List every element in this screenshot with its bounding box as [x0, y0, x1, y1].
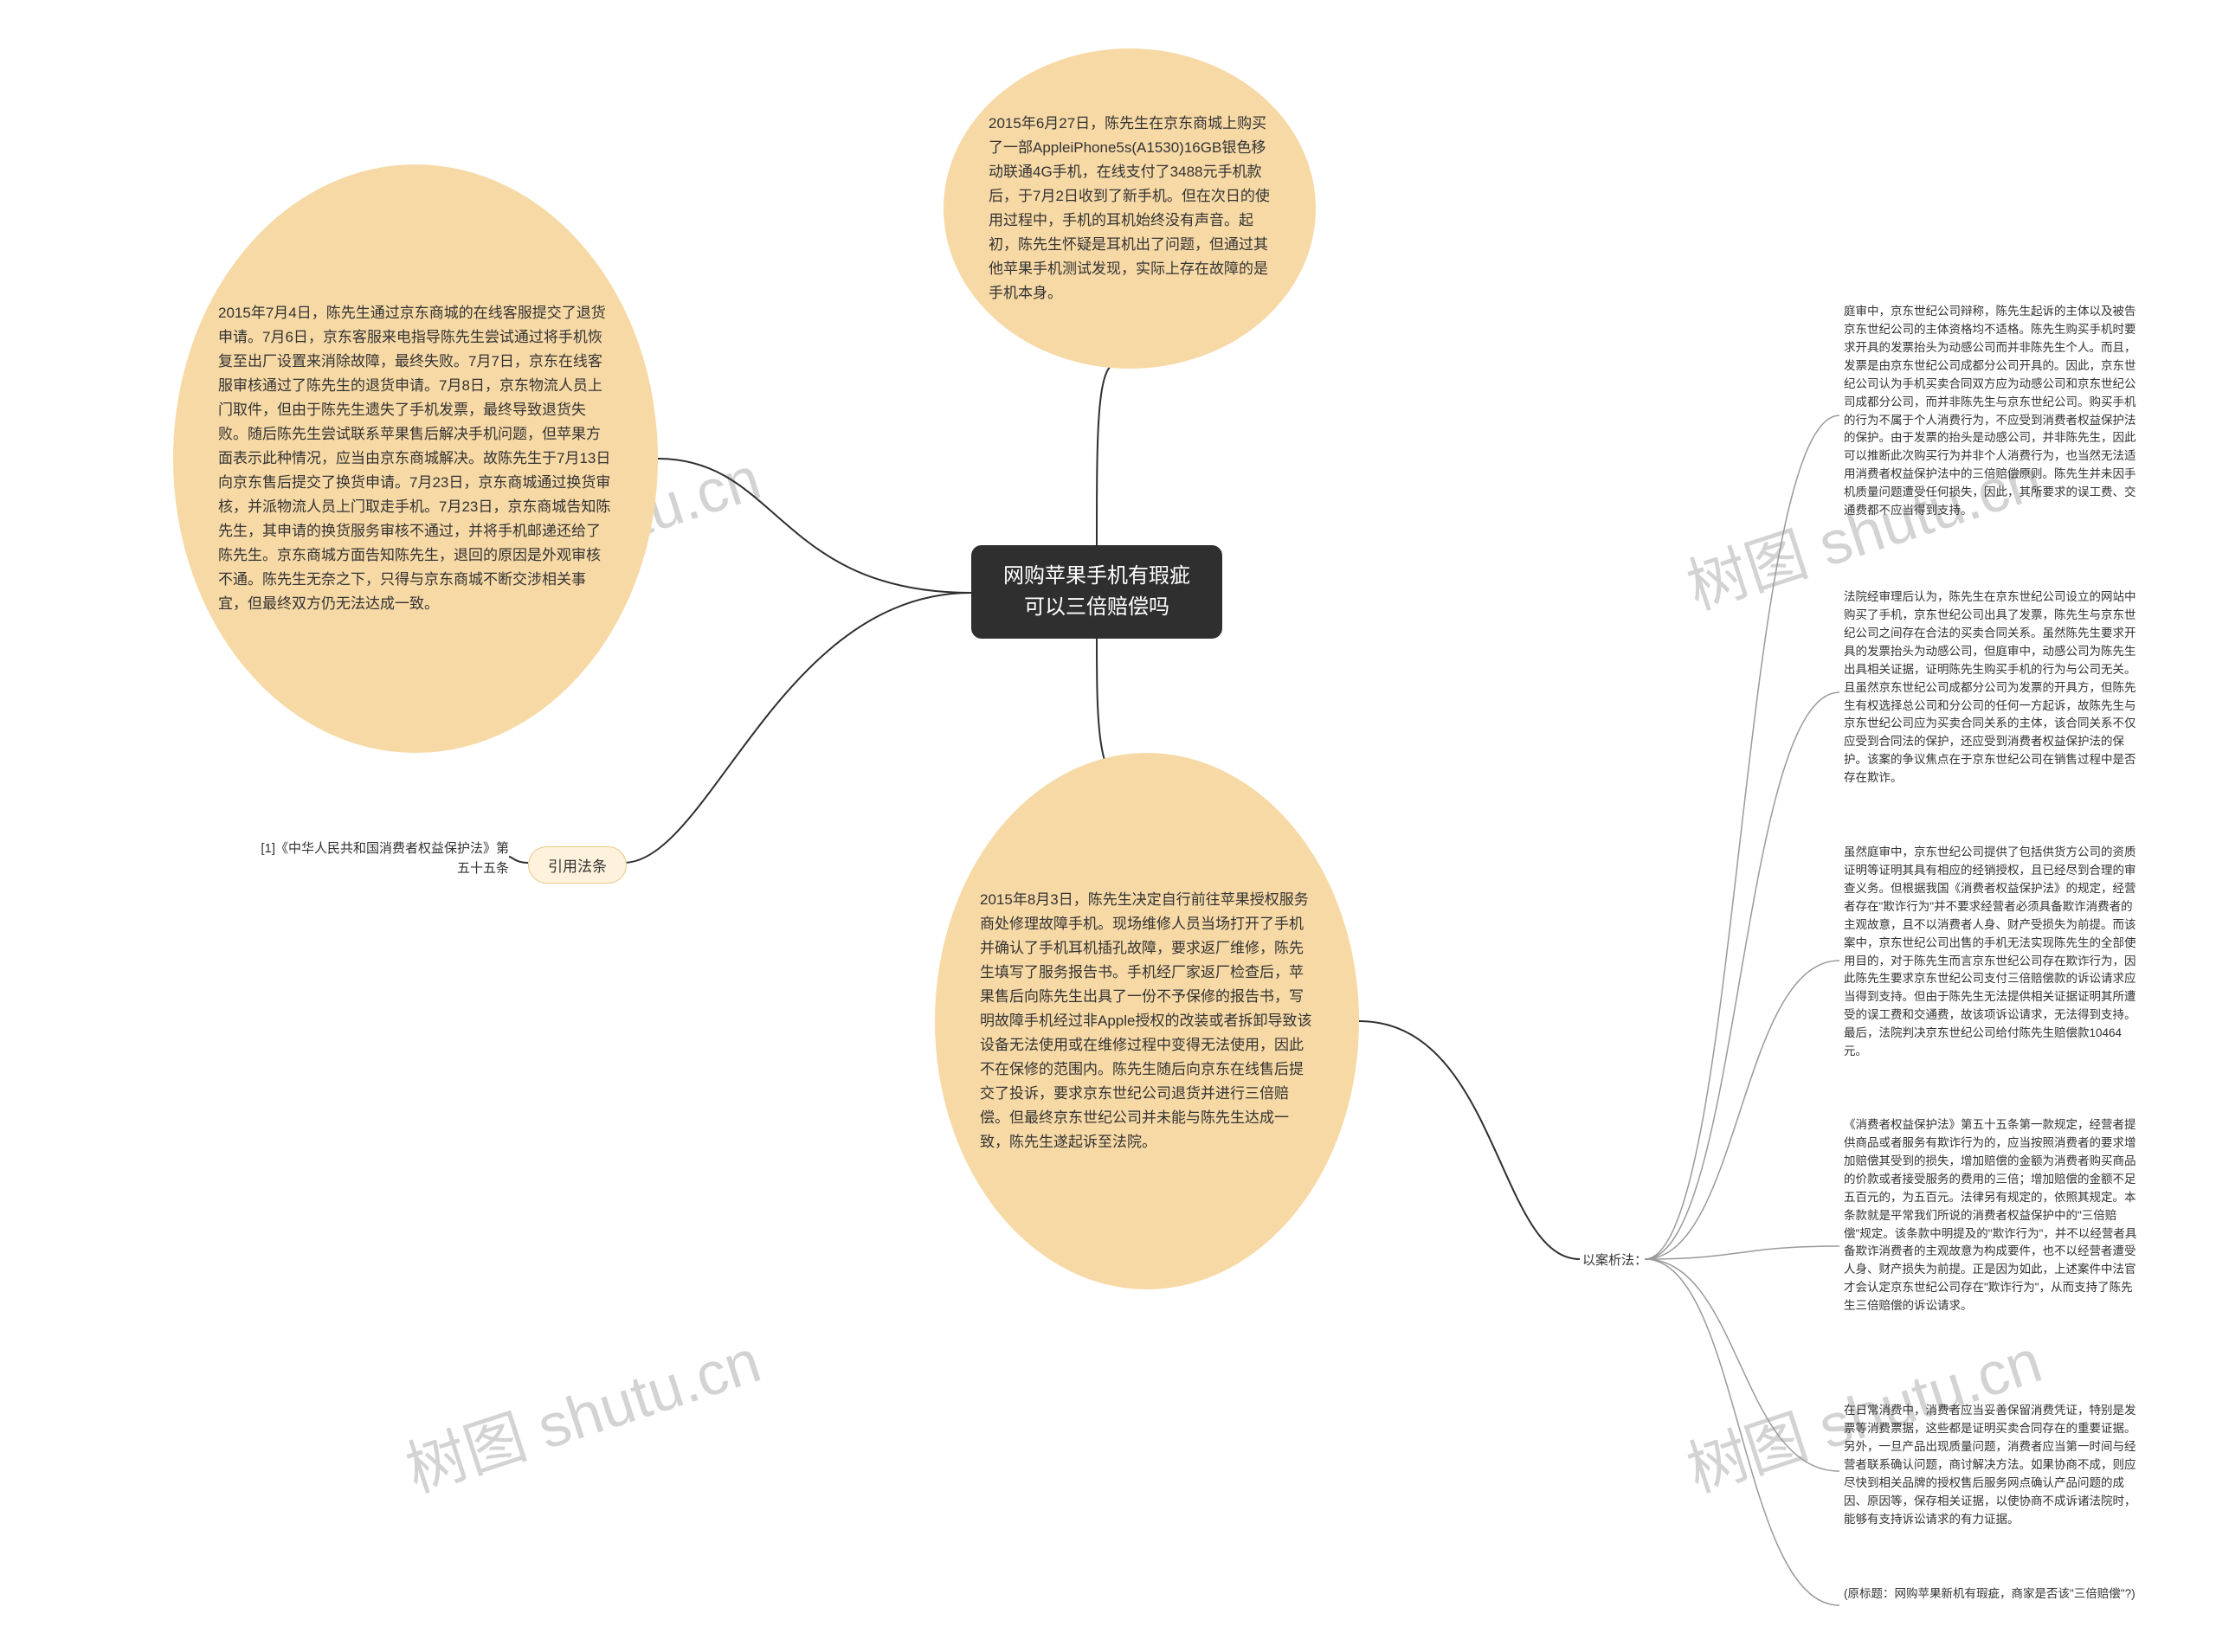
edge-center-left [658, 459, 971, 593]
edge-center-top [1097, 363, 1117, 545]
law-reference-label: 引用法条 [548, 858, 607, 875]
analysis-block-3: 虽然庭审中，京东世纪公司提供了包括供货方公司的资质证明等证明其具有相应的经销授权… [1844, 844, 2138, 1061]
mindmap-canvas: 树图 shutu.cn 树图 shutu.cn 树图 shutu.cn 树图 s… [0, 0, 2216, 1652]
edge-case-6 [1645, 1259, 1839, 1605]
bubble-purchase-text: 2015年6月27日，陈先生在京东商城上购买了一部AppleiPhone5s(A… [989, 112, 1271, 305]
edge-center-pill [623, 593, 971, 863]
case-analysis-label: 以案析法： [1582, 1250, 1647, 1269]
edge-pill-ref [509, 857, 528, 863]
watermark: 树图 shutu.cn [394, 1313, 770, 1509]
law-reference-text: [1]《中华人民共和国消费者权益保护法》第五十五条 [249, 839, 509, 878]
edge-case-4 [1645, 1246, 1839, 1259]
edge-case-3 [1645, 961, 1839, 1259]
edge-case-1 [1645, 415, 1839, 1259]
analysis-block-6: (原标题：网购苹果新机有瑕疵，商家是否该"三倍赔偿"?) [1844, 1585, 2138, 1604]
law-reference-pill[interactable]: 引用法条 [528, 846, 627, 884]
bubble-repair-story[interactable]: 2015年8月3日，陈先生决定自行前往苹果授权服务商处修理故障手机。现场维修人员… [935, 753, 1359, 1289]
bubble-purchase-story[interactable]: 2015年6月27日，陈先生在京东商城上购买了一部AppleiPhone5s(A… [944, 48, 1316, 369]
analysis-block-5: 在日常消费中，消费者应当妥善保留消费凭证，特别是发票等消费票据，这些都是证明买卖… [1844, 1402, 2138, 1528]
bubble-return-process[interactable]: 2015年7月4日，陈先生通过京东商城的在线客服提交了退货申请。7月6日，京东客… [173, 164, 658, 753]
bubble-return-text: 2015年7月4日，陈先生通过京东商城的在线客服提交了退货申请。7月6日，京东客… [218, 301, 613, 617]
center-topic[interactable]: 网购苹果手机有瑕疵可以三倍赔偿吗 [971, 545, 1222, 639]
analysis-block-2: 法院经审理后认为，陈先生在京东世纪公司设立的网站中购买了手机，京东世纪公司出具了… [1844, 588, 2138, 787]
analysis-block-4: 《消费者权益保护法》第五十五条第一款规定，经营者提供商品或者服务有欺诈行为的，应… [1844, 1116, 2138, 1315]
edge-case-5 [1645, 1259, 1839, 1471]
center-topic-text: 网购苹果手机有瑕疵可以三倍赔偿吗 [1003, 564, 1190, 619]
bubble-repair-text: 2015年8月3日，陈先生决定自行前往苹果授权服务商处修理故障手机。现场维修人员… [980, 888, 1314, 1155]
analysis-block-1: 庭审中，京东世纪公司辩称，陈先生起诉的主体以及被告京东世纪公司的主体资格均不适格… [1844, 303, 2138, 520]
edge-bottom-case [1359, 1021, 1580, 1259]
edge-case-2 [1645, 692, 1839, 1259]
